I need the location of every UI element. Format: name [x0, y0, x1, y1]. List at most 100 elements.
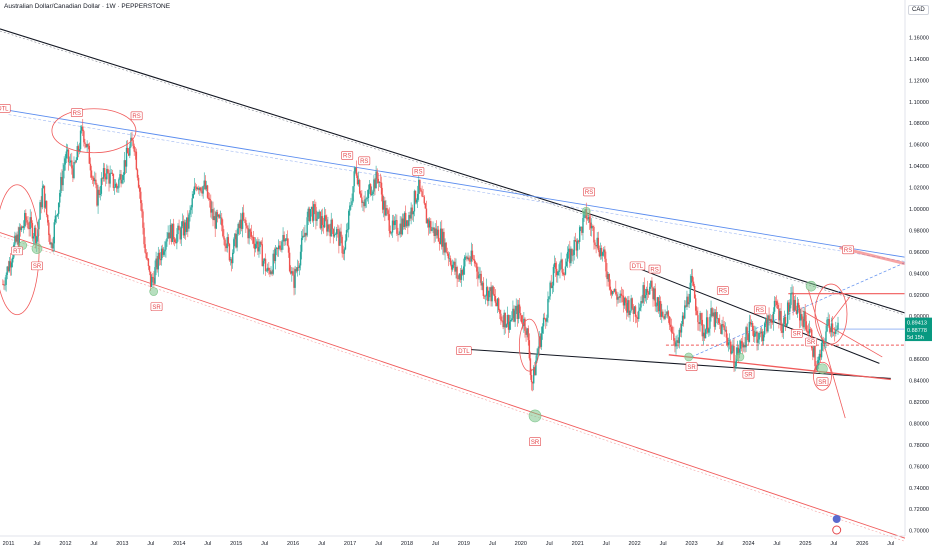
- candle-body: [371, 193, 373, 195]
- candle-body: [599, 247, 602, 257]
- candle-body: [357, 179, 360, 185]
- candle-body: [650, 280, 652, 287]
- candle-body: [366, 198, 369, 199]
- annotation-label: SR: [807, 340, 816, 346]
- highlight-dot: [817, 363, 828, 375]
- candle-body: [634, 306, 637, 317]
- candle-body: [387, 210, 389, 215]
- y-tick-label: 1.14000: [909, 57, 929, 63]
- candle-body: [748, 321, 751, 342]
- candle-body: [55, 215, 58, 217]
- candle-body: [735, 355, 737, 367]
- candle-body: [802, 319, 804, 328]
- candle-body: [554, 263, 557, 269]
- candle-body: [607, 274, 609, 280]
- candle-body: [761, 331, 764, 342]
- annotation-label: RS: [132, 114, 140, 120]
- candle-body: [455, 267, 457, 272]
- candle-body: [771, 322, 774, 324]
- candle-body: [587, 216, 590, 220]
- candle-body: [39, 202, 41, 220]
- candle-body: [122, 174, 124, 180]
- candle-body: [723, 325, 725, 330]
- candle-body: [320, 216, 323, 229]
- candle-body: [406, 220, 408, 227]
- candle-body: [454, 261, 456, 272]
- candle-body: [309, 209, 312, 222]
- candle-body: [560, 259, 562, 263]
- candle-body: [468, 257, 470, 262]
- candle-body: [815, 366, 817, 370]
- candle-body: [325, 215, 327, 220]
- candle-body: [157, 252, 159, 270]
- candle-body: [505, 324, 508, 328]
- candle-body: [265, 270, 268, 272]
- candle-body: [281, 241, 283, 250]
- candle-body: [16, 234, 18, 242]
- candle-body: [624, 297, 627, 303]
- trendline-dtl-2019: [469, 348, 891, 379]
- candle-body: [630, 298, 632, 311]
- candle-body: [361, 197, 363, 203]
- candle-body: [829, 328, 832, 333]
- support-red-lower: [668, 354, 891, 381]
- candle-body: [508, 321, 511, 330]
- currency-button[interactable]: CAD: [908, 5, 929, 15]
- candle-body: [385, 208, 387, 216]
- candle-body: [91, 177, 94, 179]
- candle-body: [703, 332, 706, 339]
- candle-body: [655, 305, 658, 307]
- candle-body: [338, 229, 340, 246]
- candle-body: [506, 315, 509, 325]
- candle-body: [500, 313, 502, 321]
- candle-body: [640, 301, 642, 308]
- candle-body: [237, 223, 239, 235]
- candle-body: [645, 289, 648, 296]
- candle-body: [725, 329, 728, 338]
- candle-body: [835, 329, 837, 334]
- candle-body: [332, 228, 335, 237]
- candle-body: [7, 266, 10, 272]
- candle-body: [808, 329, 811, 334]
- candle-body: [76, 146, 78, 160]
- candle-body: [166, 238, 168, 242]
- candle-body: [469, 261, 471, 262]
- candle-body: [158, 252, 161, 259]
- candle-body: [342, 253, 344, 254]
- candle-body: [692, 281, 695, 286]
- candle-body: [518, 304, 521, 314]
- candle-body: [221, 217, 223, 226]
- candle-body: [169, 224, 172, 239]
- candle-body: [190, 207, 192, 211]
- candle-body: [109, 173, 111, 184]
- candle-body: [586, 218, 589, 220]
- candle-body: [535, 360, 537, 376]
- candle-body: [233, 239, 235, 253]
- candle-body: [398, 233, 400, 235]
- candle-body: [709, 316, 711, 329]
- candle-body: [684, 305, 686, 319]
- candle-body: [511, 318, 513, 321]
- candle-body: [537, 348, 539, 355]
- candle-body: [372, 191, 374, 194]
- candle-body: [742, 343, 744, 348]
- candle-body: [133, 145, 135, 152]
- candle-body: [536, 354, 538, 361]
- candle-body: [689, 282, 691, 303]
- candle-body: [460, 270, 463, 280]
- annotation-label: RS: [756, 308, 764, 314]
- candle-body: [74, 161, 76, 163]
- candle-body: [383, 200, 385, 210]
- candle-body: [416, 193, 419, 200]
- candle-body: [352, 186, 354, 202]
- candle-body: [510, 320, 512, 322]
- candle-body: [322, 224, 325, 228]
- candle-body: [191, 198, 193, 208]
- candle-body: [774, 300, 777, 302]
- annotation-box: [716, 286, 729, 295]
- candle-body: [605, 258, 607, 272]
- candle-body: [245, 220, 247, 226]
